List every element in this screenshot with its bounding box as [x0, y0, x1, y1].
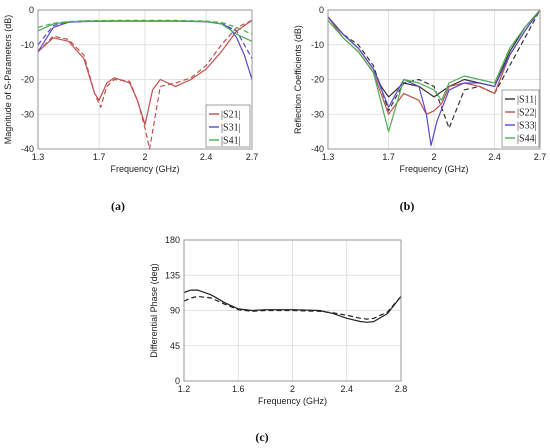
x-tick-label: 2.4	[200, 152, 213, 162]
x-tick-label: 1.7	[93, 152, 106, 162]
y-tick-label: 0	[29, 5, 34, 15]
y-tick-label: 0	[175, 376, 180, 386]
x-tick-label: 2.8	[395, 384, 408, 394]
y-tick-label: -40	[21, 144, 34, 154]
legend-label: |S44|	[517, 134, 537, 145]
x-tick-label: 2	[142, 152, 147, 162]
y-tick-label: -30	[311, 109, 324, 119]
y-tick-label: -20	[311, 75, 324, 85]
chart-a-legend: |S21| |S31| |S41|	[205, 104, 251, 148]
caption-b: (b)	[400, 199, 415, 213]
y-tick-label: 45	[170, 341, 180, 351]
x-tick-label: 1.2	[178, 384, 191, 394]
series-line	[37, 19, 253, 35]
chart-c-x-axis-label: Frequency (GHz)	[258, 396, 327, 406]
chart-panel-b: -40 -30 -20 -10 0 1.3 1.7 2 2.4 2.7 Frequency (GH…	[293, 5, 546, 174]
x-tick-label: 1.3	[32, 152, 45, 162]
chart-b-ticks: -40 -30 -20 -10 0 1.3 1.7 2 2.4 2.7	[311, 5, 546, 162]
caption-a: (a)	[111, 199, 125, 213]
y-tick-label: 0	[319, 5, 324, 15]
chart-a-series	[37, 19, 253, 150]
series-line	[327, 9, 541, 129]
y-tick-label: -10	[21, 40, 34, 50]
y-tick-label: 180	[165, 235, 180, 245]
chart-b-frame	[327, 9, 541, 150]
x-tick-label: 2.4	[340, 384, 353, 394]
series-line	[183, 289, 402, 323]
y-tick-label: 135	[165, 270, 180, 280]
caption-c: (c)	[255, 430, 268, 444]
y-tick-label: 90	[170, 306, 180, 316]
x-tick-label: 2.7	[246, 152, 259, 162]
chart-a-ticks: -40 -30 -20 -10 0 1.3 1.7 2 2.4 2.7	[21, 5, 258, 162]
y-tick-label: -30	[21, 109, 34, 119]
chart-c-series	[183, 289, 402, 323]
x-tick-label: 1.6	[232, 384, 245, 394]
chart-b-series	[327, 9, 541, 147]
chart-a-x-axis-label: Frequency (GHz)	[110, 164, 179, 174]
chart-b-legend: |S11| |S22| |S33| |S44|	[501, 89, 540, 148]
x-tick-label: 1.3	[322, 152, 335, 162]
legend-label: |S22|	[517, 108, 537, 119]
chart-panel-c: 0 45 90 135 180 1.2 1.6 2 2.4 2.8 Frequency (GHz)…	[149, 235, 407, 406]
chart-b-x-axis-label: Frequency (GHz)	[399, 164, 468, 174]
x-tick-label: 1.7	[382, 152, 395, 162]
legend-label: |S41|	[221, 136, 241, 147]
legend-label: |S21|	[221, 110, 241, 121]
y-tick-label: -10	[311, 40, 324, 50]
x-tick-label: 2.4	[488, 152, 501, 162]
series-line	[327, 9, 541, 133]
series-line	[37, 19, 253, 150]
series-line	[37, 19, 253, 126]
chart-a-frame	[37, 9, 253, 150]
y-tick-label: -40	[311, 144, 324, 154]
chart-c-grid	[183, 239, 402, 382]
chart-b-y-axis-label: Reflection Coefficients (dB)	[293, 25, 303, 134]
legend-label: |S31|	[221, 123, 241, 134]
y-tick-label: -20	[21, 75, 34, 85]
chart-a-y-axis-label: Magnitude of S-Parameters (dB)	[3, 15, 13, 145]
x-tick-label: 2.7	[534, 152, 547, 162]
x-tick-label: 2	[290, 384, 295, 394]
chart-c-y-axis-label: Differential Phase (deg)	[149, 263, 159, 357]
chart-panel-a: -40 -30 -20 -10 0 1.3 1.7 2 2.4 2.7 Frequency (GH…	[3, 5, 258, 174]
chart-c-ticks: 0 45 90 135 180 1.2 1.6 2 2.4 2.8	[165, 235, 407, 394]
series-line	[327, 9, 541, 147]
legend-label: |S33|	[517, 121, 537, 132]
x-tick-label: 2	[431, 152, 436, 162]
chart-c-frame	[183, 239, 402, 382]
legend-label: |S11|	[517, 95, 536, 106]
